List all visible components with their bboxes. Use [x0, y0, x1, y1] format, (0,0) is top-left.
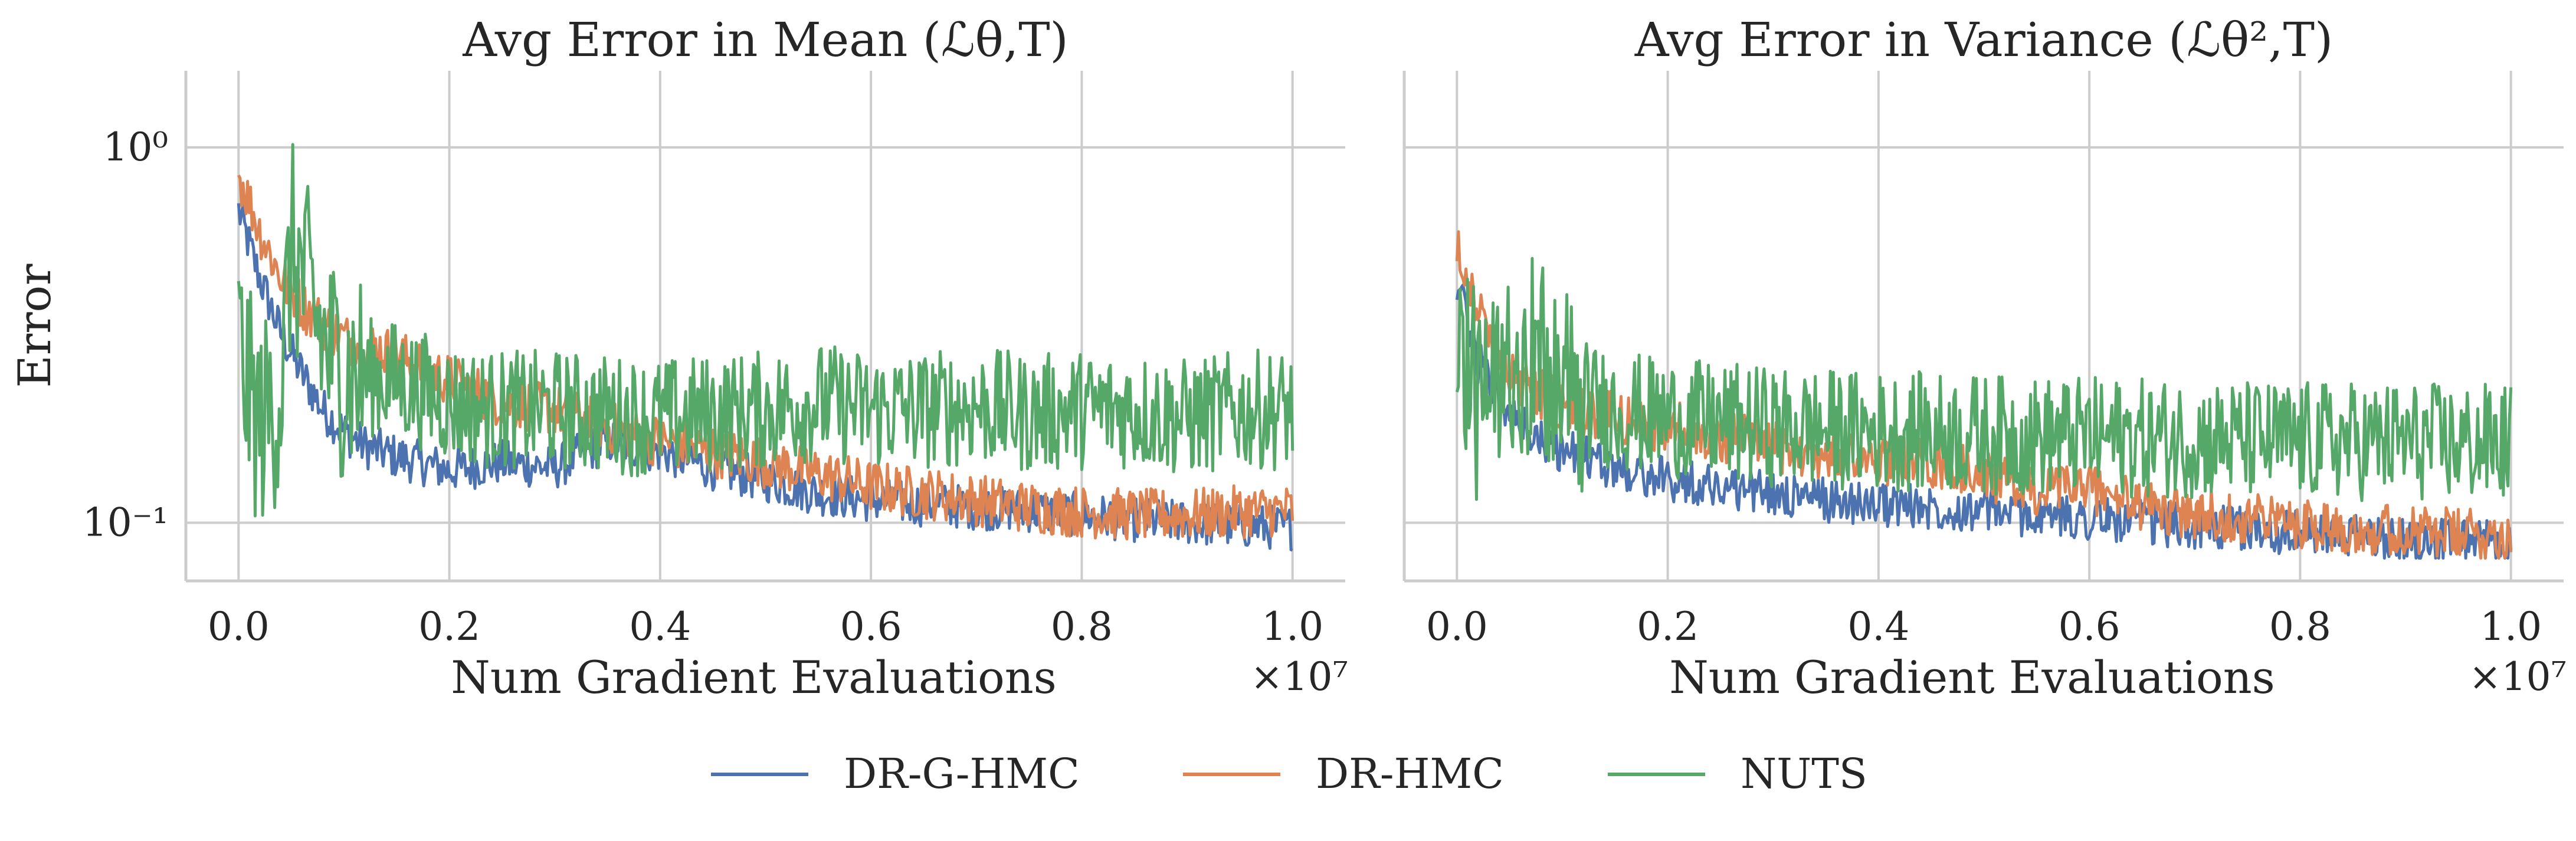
x-tick-label: 0.4	[629, 604, 691, 649]
x-tick-label: 0.0	[1426, 604, 1488, 649]
x-tick-label: 0.2	[418, 604, 480, 649]
chart-title: Avg Error in Variance (ℒθ²,T)	[1634, 12, 2333, 67]
x-axis-label: Num Gradient Evaluations	[1669, 651, 2275, 704]
legend-item-nuts: NUTS	[1608, 750, 1867, 798]
x-tick-label: 1.0	[2480, 604, 2542, 649]
y-tick-label: 10⁻¹	[83, 500, 168, 545]
y-tick-label: 10⁰	[103, 124, 168, 170]
series-line-nuts	[237, 143, 1294, 518]
legend-item-dr-hmc: DR-HMC	[1183, 750, 1504, 798]
chart-panel-2: Avg Error in Variance (ℒθ²,T) 0.0 0.2 0.4 0.…	[1402, 12, 2567, 704]
x-tick-label: 0.2	[1637, 604, 1699, 649]
y-axis-label: Error	[8, 264, 61, 388]
chart-panel-1: Avg Error in Mean (ℒθ,T) 0.0 0.2 0.4 0.6 0.8 1…	[8, 12, 1348, 704]
x-scale-label: ×10⁷	[2469, 654, 2567, 699]
x-tick-label: 0.0	[208, 604, 270, 649]
legend-label: NUTS	[1741, 750, 1867, 798]
x-tick-label: 0.8	[1051, 604, 1113, 649]
legend-label: DR-HMC	[1316, 750, 1504, 798]
x-tick-label: 0.4	[1847, 604, 1909, 649]
x-tick-label: 0.6	[2059, 604, 2121, 649]
legend: DR-G-HMC DR-HMC NUTS	[711, 750, 1867, 798]
x-axis-label: Num Gradient Evaluations	[451, 651, 1056, 704]
x-scale-label: ×10⁷	[1250, 654, 1348, 699]
legend-label: DR-G-HMC	[844, 750, 1080, 798]
x-tick-label: 1.0	[1261, 604, 1323, 649]
legend-item-dr-g-hmc: DR-G-HMC	[711, 750, 1080, 798]
series-line-nuts	[1455, 257, 2513, 502]
x-tick-label: 0.6	[840, 604, 902, 649]
chart-title: Avg Error in Mean (ℒθ,T)	[462, 12, 1069, 67]
x-tick-label: 0.8	[2269, 604, 2331, 649]
